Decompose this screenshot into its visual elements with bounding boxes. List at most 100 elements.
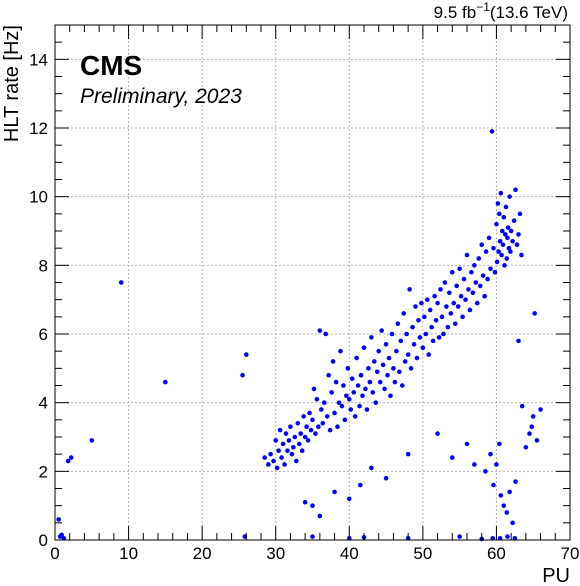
data-point [364, 407, 370, 412]
data-point [285, 448, 290, 454]
data-point [348, 407, 354, 412]
tick-labels: 0 10 20 30 40 50 60 70 0 2 4 6 8 10 12 14 [29, 50, 579, 563]
data-point [304, 424, 309, 430]
data-point [494, 259, 500, 265]
data-point [532, 311, 537, 316]
data-point [360, 393, 365, 399]
data-point [497, 441, 502, 447]
data-point [395, 321, 401, 327]
data-point [442, 280, 448, 285]
data-point [308, 427, 314, 433]
data-point [59, 532, 64, 538]
data-point [516, 338, 521, 344]
data-point [472, 263, 477, 268]
data-point [319, 407, 324, 412]
data-point [455, 304, 461, 309]
data-point [510, 239, 515, 244]
data-point [292, 434, 298, 440]
data-point [523, 445, 529, 450]
data-point [497, 211, 502, 217]
data-point [502, 263, 507, 268]
data-point [118, 280, 124, 285]
data-point [399, 383, 405, 388]
data-point [483, 469, 488, 474]
data-point [449, 455, 455, 460]
data-point [314, 396, 320, 402]
data-point [294, 458, 299, 464]
luminosity-exponent: −1 [476, 0, 490, 14]
data-point [505, 225, 511, 230]
data-point [370, 390, 376, 395]
data-point [333, 379, 339, 385]
data-point [316, 424, 321, 430]
data-point [457, 266, 462, 272]
data-point [89, 438, 95, 443]
x-tick-label: 10 [119, 544, 138, 563]
data-point [330, 359, 336, 364]
data-point [163, 379, 168, 385]
data-point [504, 510, 510, 515]
data-point [405, 451, 411, 457]
data-point [519, 403, 525, 409]
data-point [490, 535, 496, 541]
data-point [417, 335, 423, 340]
data-point [341, 383, 346, 388]
data-point [369, 465, 374, 471]
data-point [436, 335, 442, 340]
data-points [56, 129, 543, 542]
data-point [305, 438, 311, 443]
data-point [367, 379, 373, 385]
data-point [349, 376, 355, 381]
data-point [419, 300, 424, 306]
data-point [283, 431, 289, 436]
data-point [416, 317, 421, 323]
data-point [352, 414, 358, 419]
data-point [301, 414, 306, 419]
data-point [338, 348, 343, 354]
data-point [307, 410, 312, 416]
x-tick-label: 60 [487, 544, 506, 563]
data-point [291, 445, 296, 450]
data-point [380, 362, 386, 368]
data-point [534, 438, 540, 443]
data-point [439, 314, 445, 320]
data-point [513, 479, 518, 484]
data-point [500, 242, 506, 248]
data-point [430, 338, 436, 344]
data-point [280, 441, 286, 447]
data-point [327, 427, 333, 433]
data-point [435, 300, 440, 306]
y-tick-label: 6 [39, 325, 48, 344]
data-point [470, 290, 476, 296]
data-point [502, 232, 508, 237]
data-point [392, 379, 398, 385]
experiment-title: CMS [80, 50, 142, 81]
data-point [289, 451, 295, 457]
grid-lines [55, 25, 570, 540]
data-point [519, 252, 524, 258]
data-point [382, 386, 387, 392]
data-point [432, 293, 437, 299]
data-point [358, 372, 364, 378]
data-point [377, 379, 383, 385]
data-point [504, 256, 510, 261]
data-point [310, 417, 315, 423]
data-point [507, 489, 512, 495]
data-point [65, 458, 71, 464]
data-point [508, 228, 514, 234]
data-point [376, 348, 382, 354]
data-point [346, 496, 352, 502]
data-point [424, 297, 430, 302]
data-point [464, 441, 470, 447]
data-point [405, 352, 411, 357]
data-point [68, 455, 74, 460]
data-point [344, 393, 349, 399]
data-point [345, 366, 351, 371]
data-point [505, 235, 510, 241]
x-tick-label: 50 [413, 544, 432, 563]
data-point [501, 214, 507, 220]
x-tick-label: 40 [340, 544, 359, 563]
data-point [355, 383, 361, 388]
data-point [398, 338, 404, 344]
data-point [354, 355, 359, 361]
